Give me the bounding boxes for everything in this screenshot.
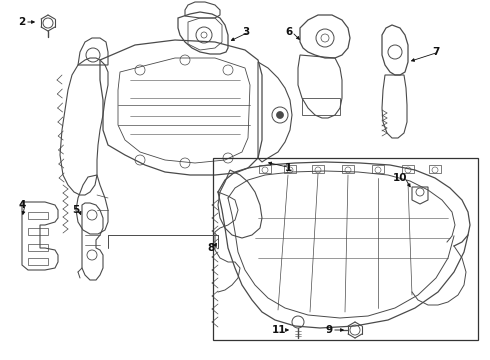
Bar bbox=[372, 165, 384, 173]
Bar bbox=[28, 244, 48, 251]
Text: 10: 10 bbox=[393, 173, 408, 183]
Bar bbox=[259, 165, 271, 173]
Bar bbox=[312, 165, 324, 173]
Bar bbox=[429, 165, 441, 173]
Text: 7: 7 bbox=[432, 47, 440, 57]
Bar bbox=[28, 258, 48, 265]
Bar bbox=[28, 228, 48, 235]
Text: 3: 3 bbox=[242, 27, 249, 37]
Bar bbox=[284, 165, 296, 173]
Text: 4: 4 bbox=[18, 200, 25, 210]
Bar bbox=[402, 165, 414, 173]
Text: 8: 8 bbox=[207, 243, 214, 253]
Bar bbox=[213, 158, 478, 340]
Bar bbox=[342, 165, 354, 173]
Text: 5: 5 bbox=[72, 205, 79, 215]
Text: 11: 11 bbox=[272, 325, 287, 335]
Text: 1: 1 bbox=[285, 163, 292, 173]
Text: 6: 6 bbox=[285, 27, 292, 37]
Bar bbox=[28, 212, 48, 219]
Text: 2: 2 bbox=[18, 17, 25, 27]
Circle shape bbox=[276, 112, 284, 118]
Text: 9: 9 bbox=[325, 325, 332, 335]
